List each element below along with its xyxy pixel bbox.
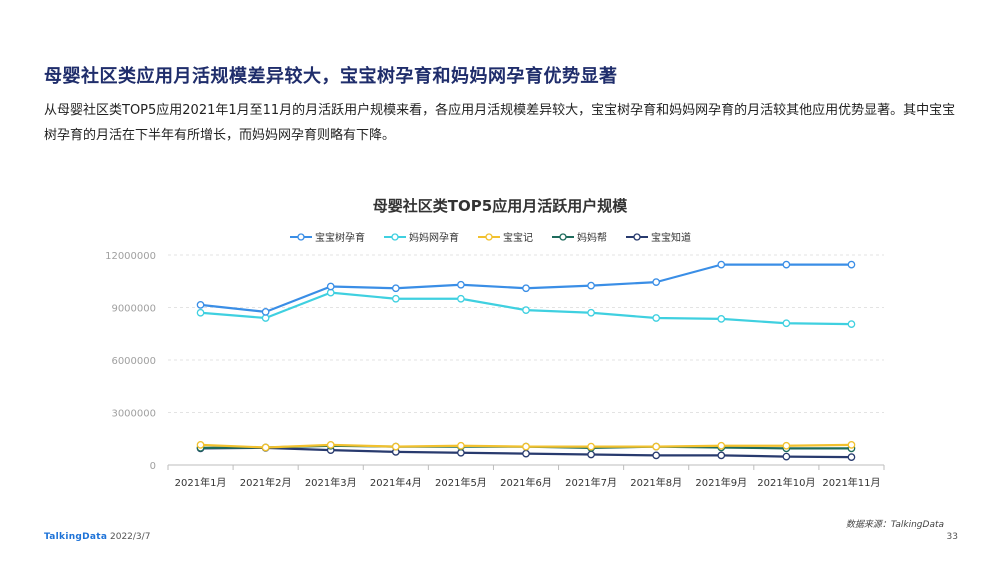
x-tick-label: 2021年1月 xyxy=(175,476,227,489)
data-point xyxy=(457,294,465,303)
data-point xyxy=(457,441,465,450)
data-point xyxy=(847,320,856,328)
x-tick-label: 2021年11月 xyxy=(822,476,880,489)
x-tick-label: 2021年9月 xyxy=(695,476,747,489)
data-point xyxy=(717,441,726,450)
data-point xyxy=(782,260,791,269)
data-point xyxy=(587,450,595,459)
data-point xyxy=(391,294,400,303)
data-point xyxy=(391,442,400,451)
data-point xyxy=(847,453,856,461)
data-point xyxy=(782,452,791,461)
x-tick-label: 2021年10月 xyxy=(757,476,815,489)
y-tick-label: 3000000 xyxy=(111,409,156,420)
data-point xyxy=(457,448,465,457)
y-tick-label: 9000000 xyxy=(111,304,156,315)
legend-label: 宝宝树孕育 xyxy=(315,231,365,244)
data-point xyxy=(391,284,400,293)
legend-marker xyxy=(559,233,567,241)
x-tick-label: 2021年8月 xyxy=(630,476,682,489)
legend-label: 宝宝知道 xyxy=(651,231,691,244)
data-point xyxy=(717,451,726,460)
data-point xyxy=(196,308,205,317)
data-point xyxy=(652,451,661,460)
data-point xyxy=(457,280,465,289)
data-point xyxy=(587,308,595,317)
data-point xyxy=(326,441,335,449)
data-point xyxy=(326,282,335,291)
legend-label: 妈妈网孕育 xyxy=(409,231,459,244)
data-point xyxy=(261,308,270,316)
data-point xyxy=(261,443,270,452)
data-point xyxy=(717,315,726,323)
data-point xyxy=(587,442,595,451)
legend-marker xyxy=(485,233,493,241)
data-point xyxy=(652,278,661,286)
data-point xyxy=(847,260,856,269)
x-tick-label: 2021年3月 xyxy=(305,476,357,489)
data-point xyxy=(522,442,530,451)
data-point xyxy=(522,306,530,314)
data-point xyxy=(326,288,335,297)
data-point xyxy=(196,301,205,309)
data-point xyxy=(587,281,595,290)
data-point xyxy=(261,314,270,322)
data-point xyxy=(652,442,661,451)
data-point xyxy=(782,319,791,328)
x-tick-label: 2021年2月 xyxy=(240,476,292,489)
slide-headline: 母婴社区类应用月活规模差异较大，宝宝树孕育和妈妈网孕育优势显著 xyxy=(44,66,618,87)
y-tick-label: 0 xyxy=(150,461,156,472)
x-tick-label: 2021年6月 xyxy=(500,476,552,489)
line-chart: 0 3000000 6000000 9000000 12000000 2021年1月 202… xyxy=(105,231,885,489)
legend-marker xyxy=(297,233,305,241)
talkingdata-logo: TalkingData xyxy=(44,532,108,542)
data-point xyxy=(522,284,530,293)
data-point xyxy=(847,441,856,449)
legend-label: 宝宝记 xyxy=(503,231,533,244)
chart-title: 母婴社区类TOP5应用月活跃用户规模 xyxy=(372,197,628,215)
legend-marker xyxy=(633,233,641,241)
summary-paragraph: 从母婴社区类TOP5应用2021年1月至11月的月活跃用户规模来看，各应用月活规… xyxy=(44,103,956,143)
data-point xyxy=(717,260,726,269)
data-point xyxy=(196,441,205,449)
y-tick-label: 12000000 xyxy=(105,251,156,262)
x-tick-label: 2021年4月 xyxy=(370,476,422,489)
data-point xyxy=(522,449,530,458)
data-point xyxy=(652,314,661,322)
y-tick-label: 6000000 xyxy=(111,356,156,367)
data-point xyxy=(782,441,791,450)
data-source-note: 数据来源：TalkingData xyxy=(845,520,944,530)
x-tick-label: 2021年5月 xyxy=(435,476,487,489)
page-number: 33 xyxy=(946,532,958,542)
footer-date: 2022/3/7 xyxy=(110,532,151,542)
legend-marker xyxy=(391,233,399,241)
x-tick-label: 2021年7月 xyxy=(565,476,617,489)
legend-label: 妈妈帮 xyxy=(577,231,607,244)
